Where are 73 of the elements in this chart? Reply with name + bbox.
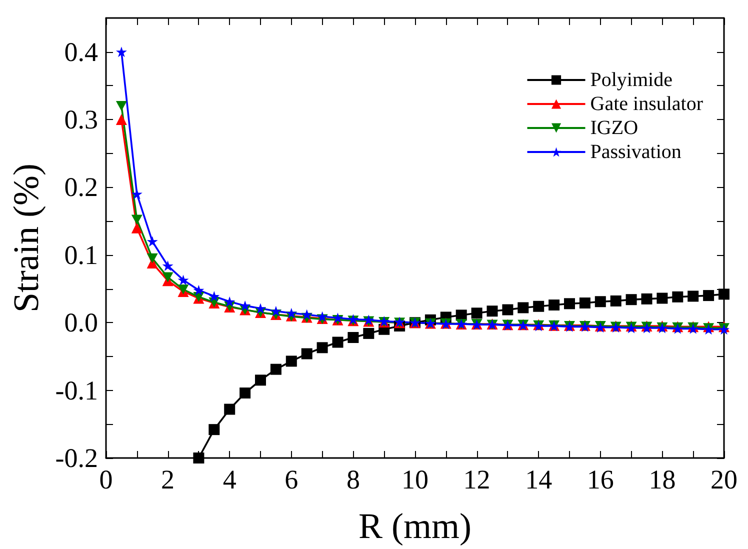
point xyxy=(348,332,359,344)
y-axis-title: Strain (%) xyxy=(6,164,46,312)
point xyxy=(255,374,266,386)
point xyxy=(162,260,174,271)
point xyxy=(703,290,714,302)
y-tick-label: 0.2 xyxy=(64,172,98,202)
y-tick-label: 0.1 xyxy=(64,240,98,270)
point xyxy=(502,304,514,316)
point xyxy=(641,293,652,304)
point xyxy=(270,364,282,375)
point xyxy=(116,101,127,111)
point xyxy=(316,311,328,322)
legend-label: Passivation xyxy=(590,141,682,163)
point xyxy=(672,291,684,302)
point xyxy=(548,300,560,311)
point xyxy=(224,404,236,415)
point xyxy=(131,214,142,225)
point xyxy=(656,292,668,304)
point xyxy=(363,328,374,339)
point xyxy=(301,309,312,320)
point xyxy=(116,114,127,126)
x-tick-label: 12 xyxy=(463,464,490,494)
y-tick-label: 0.3 xyxy=(64,104,98,135)
point xyxy=(486,306,498,317)
point xyxy=(286,356,297,367)
y-tick-label: 0.4 xyxy=(64,36,98,67)
x-axis-title: R (mm) xyxy=(358,506,472,546)
point xyxy=(518,302,529,314)
point xyxy=(626,294,637,306)
x-tick-label: 16 xyxy=(586,464,614,494)
legend-label: Polyimide xyxy=(590,69,673,91)
point xyxy=(688,290,699,302)
point xyxy=(178,284,189,294)
y-tick-label: 0.0 xyxy=(64,308,98,338)
point xyxy=(131,188,142,200)
point xyxy=(286,308,297,318)
point xyxy=(316,342,328,354)
point xyxy=(471,308,482,319)
x-tick-label: 8 xyxy=(346,464,360,494)
point xyxy=(146,253,158,264)
point xyxy=(301,348,312,360)
x-tick-label: 6 xyxy=(284,464,298,494)
point xyxy=(208,290,220,302)
point xyxy=(224,296,236,307)
point xyxy=(162,272,174,282)
point xyxy=(594,296,606,308)
point xyxy=(270,306,282,316)
x-tick-label: 2 xyxy=(161,464,175,494)
point xyxy=(610,295,622,306)
y-tick-label: -0.1 xyxy=(55,375,98,406)
x-tick-label: 0 xyxy=(99,464,113,494)
point xyxy=(146,236,158,247)
point xyxy=(579,297,590,308)
x-tick-label: 14 xyxy=(525,464,553,494)
y-tick-label: -0.2 xyxy=(55,443,98,473)
point xyxy=(178,274,189,286)
point xyxy=(240,300,251,311)
x-tick-label: 10 xyxy=(402,464,428,494)
point xyxy=(240,388,251,399)
x-tick-label: 20 xyxy=(710,464,738,494)
legend-label: IGZO xyxy=(590,117,638,139)
x-tick-label: 4 xyxy=(222,464,237,494)
point xyxy=(533,300,544,312)
point xyxy=(131,222,142,234)
x-tick-label: 18 xyxy=(648,464,676,494)
point xyxy=(193,284,204,296)
point xyxy=(255,303,266,314)
point xyxy=(116,46,127,58)
point xyxy=(564,298,575,310)
point xyxy=(718,288,730,300)
point xyxy=(332,336,344,348)
legend-label: Gate insulator xyxy=(590,93,704,115)
point xyxy=(208,424,220,436)
